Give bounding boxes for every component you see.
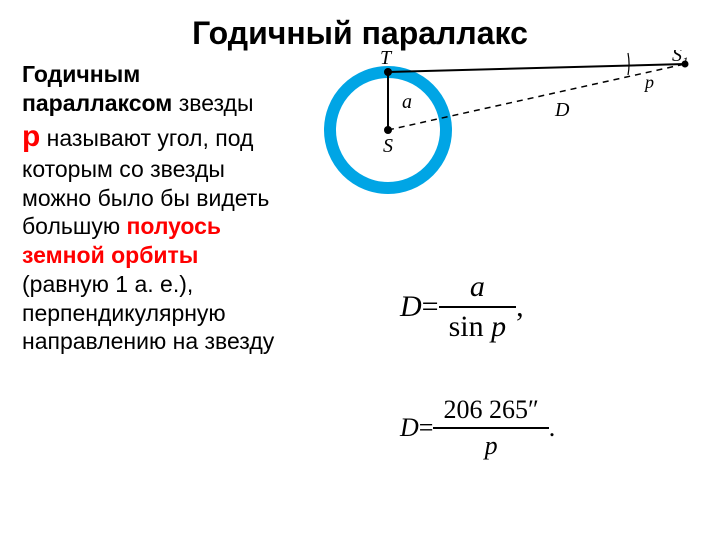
label-S1: S1 (672, 50, 689, 69)
term-annual-parallax: Годичным параллаксом (22, 61, 179, 116)
text-segment: звезды (179, 90, 254, 116)
formula-punct: . (549, 413, 556, 443)
formula-numerator: 206 265″ (433, 395, 548, 429)
point-S (384, 126, 392, 134)
formula-eq: = (419, 413, 434, 443)
formula-denominator: p (433, 429, 548, 461)
definition-text: Годичным параллаксом звезды р называют у… (22, 60, 277, 356)
page-title: Годичный параллакс (0, 15, 720, 52)
formula-eq: = (422, 290, 439, 324)
label-p: p (643, 72, 654, 92)
formula-punct: , (516, 290, 524, 324)
line-T-S1 (388, 64, 685, 72)
symbol-p: р (22, 120, 40, 153)
formula-fraction: 206 265″p (433, 395, 548, 461)
formula-D-sin: D = asin p, (400, 270, 524, 344)
angle-arc-p (628, 53, 629, 75)
label-S: S (383, 135, 393, 157)
parallax-diagram: T S S1 a D p (290, 50, 695, 225)
label-T: T (380, 50, 393, 69)
formula-lhs: D (400, 413, 419, 443)
formula-denominator: sin p (439, 308, 517, 344)
label-D: D (554, 99, 570, 121)
label-a: a (402, 91, 412, 113)
point-T (384, 68, 392, 76)
formula-lhs: D (400, 290, 422, 324)
formula-fraction: asin p (439, 270, 517, 344)
formula-numerator: a (439, 270, 517, 308)
text-segment: (равную 1 а. е.), перпендикуляр­ную напр… (22, 271, 274, 355)
formula-D-arcsec: D = 206 265″p. (400, 395, 555, 461)
